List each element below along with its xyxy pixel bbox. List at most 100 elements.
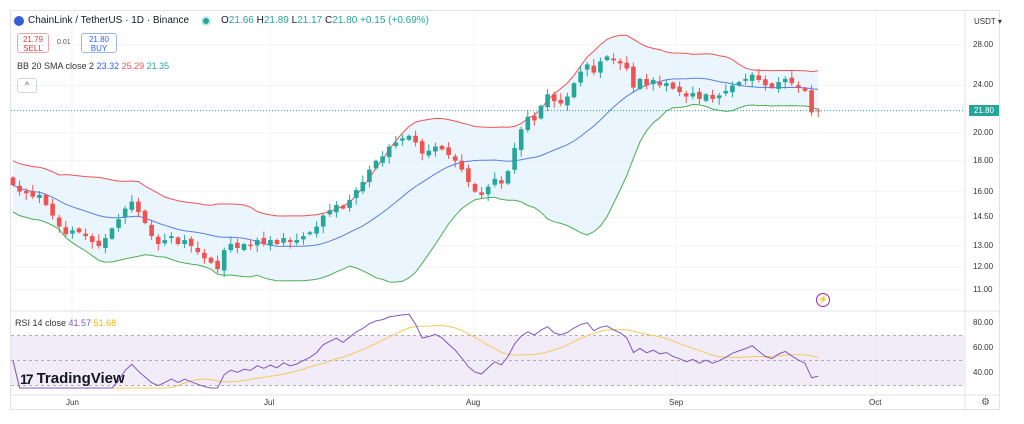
candle-body bbox=[578, 71, 583, 83]
candle-body bbox=[743, 78, 748, 81]
candle-body bbox=[235, 242, 240, 249]
candle-body bbox=[472, 183, 478, 192]
price-tick-label: 28.00 bbox=[973, 40, 994, 49]
candle-body bbox=[386, 146, 392, 158]
candle-body bbox=[406, 135, 412, 140]
candle-body bbox=[664, 83, 669, 87]
candle-body bbox=[538, 105, 544, 119]
candle-body bbox=[307, 232, 313, 235]
price-tick-label: 18.00 bbox=[973, 155, 994, 165]
price-tick-label: 13.00 bbox=[973, 241, 994, 251]
candle-body bbox=[518, 129, 524, 150]
candle-body bbox=[558, 99, 564, 104]
candle-body bbox=[248, 244, 253, 247]
candle-body bbox=[109, 228, 115, 239]
candle-body bbox=[565, 96, 570, 106]
candle-body bbox=[50, 203, 55, 216]
buy-button[interactable]: 21.80 BUY bbox=[81, 33, 117, 53]
candle-body bbox=[320, 215, 326, 227]
candle-body bbox=[452, 156, 458, 161]
candle-body bbox=[769, 83, 775, 88]
lightning-icon[interactable]: ⚡ bbox=[816, 293, 830, 307]
candle-body bbox=[697, 91, 702, 99]
ohlc-values: O21.66 H21.89 L21.17 C21.80 +0.15 (+0.69… bbox=[221, 15, 430, 26]
candle-body bbox=[208, 257, 214, 263]
price-tick-label: 11.00 bbox=[973, 284, 993, 294]
candle-body bbox=[756, 75, 762, 80]
candle-body bbox=[268, 240, 273, 246]
candle-body bbox=[499, 180, 504, 184]
chart-frame bbox=[10, 10, 1000, 410]
tradingview-logo-icon: 17 bbox=[20, 370, 34, 387]
candle-body bbox=[142, 210, 148, 223]
candle-body bbox=[360, 181, 366, 192]
price-tick-label: 16.00 bbox=[973, 186, 994, 196]
candle-body bbox=[122, 208, 128, 218]
candle-body bbox=[76, 228, 82, 233]
candle-body bbox=[789, 77, 795, 84]
candle-body bbox=[314, 226, 319, 234]
candle-body bbox=[353, 189, 359, 198]
time-tick-label: Sep bbox=[669, 398, 684, 407]
settings-gear-icon[interactable]: ⚙ bbox=[981, 397, 990, 408]
price-tick-label: 24.00 bbox=[973, 80, 994, 90]
symbol-title: ChainLink / TetherUS · 1D · Binance bbox=[28, 15, 190, 26]
candle-body bbox=[116, 219, 121, 228]
price-tick-label: 12.00 bbox=[973, 261, 994, 271]
candle-body bbox=[96, 240, 102, 247]
candle-body bbox=[446, 147, 451, 156]
candle-body bbox=[710, 94, 715, 99]
candle-body bbox=[228, 244, 234, 251]
candle-body bbox=[591, 65, 597, 73]
candle-body bbox=[512, 147, 517, 170]
sell-button[interactable]: 21.79 SELL bbox=[17, 33, 49, 53]
candle-body bbox=[637, 78, 643, 89]
collapse-legend-button[interactable]: ^ bbox=[17, 78, 37, 93]
candle-body bbox=[736, 82, 742, 86]
candle-body bbox=[802, 88, 808, 91]
candle-body bbox=[274, 240, 280, 245]
candle-body bbox=[796, 85, 801, 88]
symbol-legend[interactable]: ChainLink / TetherUS · 1D · Binance O21.… bbox=[14, 15, 429, 26]
time-tick-label: Aug bbox=[466, 398, 481, 407]
candle-body bbox=[10, 177, 16, 186]
candle-body bbox=[809, 90, 814, 113]
candle-body bbox=[149, 224, 154, 237]
candle-body bbox=[37, 194, 42, 198]
candle-body bbox=[650, 79, 656, 85]
candle-body bbox=[136, 201, 141, 213]
time-tick-label: Jun bbox=[66, 398, 79, 407]
bb-legend[interactable]: BB 20 SMA close 2 23.32 25.29 21.35 bbox=[17, 61, 170, 71]
candle-body bbox=[776, 82, 781, 89]
candle-body bbox=[241, 244, 247, 251]
rsi-tick-label: 60.00 bbox=[973, 343, 994, 352]
candle-body bbox=[261, 238, 267, 245]
candle-body bbox=[670, 82, 676, 89]
rsi-band bbox=[11, 335, 965, 386]
candle-body bbox=[340, 205, 346, 209]
candle-body bbox=[730, 85, 735, 93]
chainlink-logo-icon bbox=[14, 15, 24, 26]
spread-value: 0.01 bbox=[57, 39, 71, 46]
candle-body bbox=[43, 194, 49, 206]
bb-fill bbox=[13, 35, 819, 283]
candle-body bbox=[347, 199, 352, 208]
time-tick-label: Oct bbox=[869, 398, 882, 407]
candle-body bbox=[426, 150, 432, 156]
candle-body bbox=[703, 94, 709, 101]
candle-body bbox=[525, 116, 531, 130]
candle-body bbox=[327, 210, 333, 215]
candle-body bbox=[103, 238, 108, 248]
candle-body bbox=[287, 240, 293, 243]
rsi-legend[interactable]: RSI 14 close 41.57 51.68 bbox=[15, 318, 117, 328]
candle-body bbox=[683, 93, 689, 97]
candle-body bbox=[479, 192, 484, 195]
candle-body bbox=[677, 86, 682, 93]
candle-body bbox=[492, 178, 498, 185]
currency-selector[interactable]: USDT ▾ bbox=[974, 17, 1002, 26]
candle-body bbox=[459, 160, 465, 170]
candle-body bbox=[611, 58, 616, 61]
candle-body bbox=[466, 168, 471, 182]
candle-body bbox=[690, 93, 696, 97]
